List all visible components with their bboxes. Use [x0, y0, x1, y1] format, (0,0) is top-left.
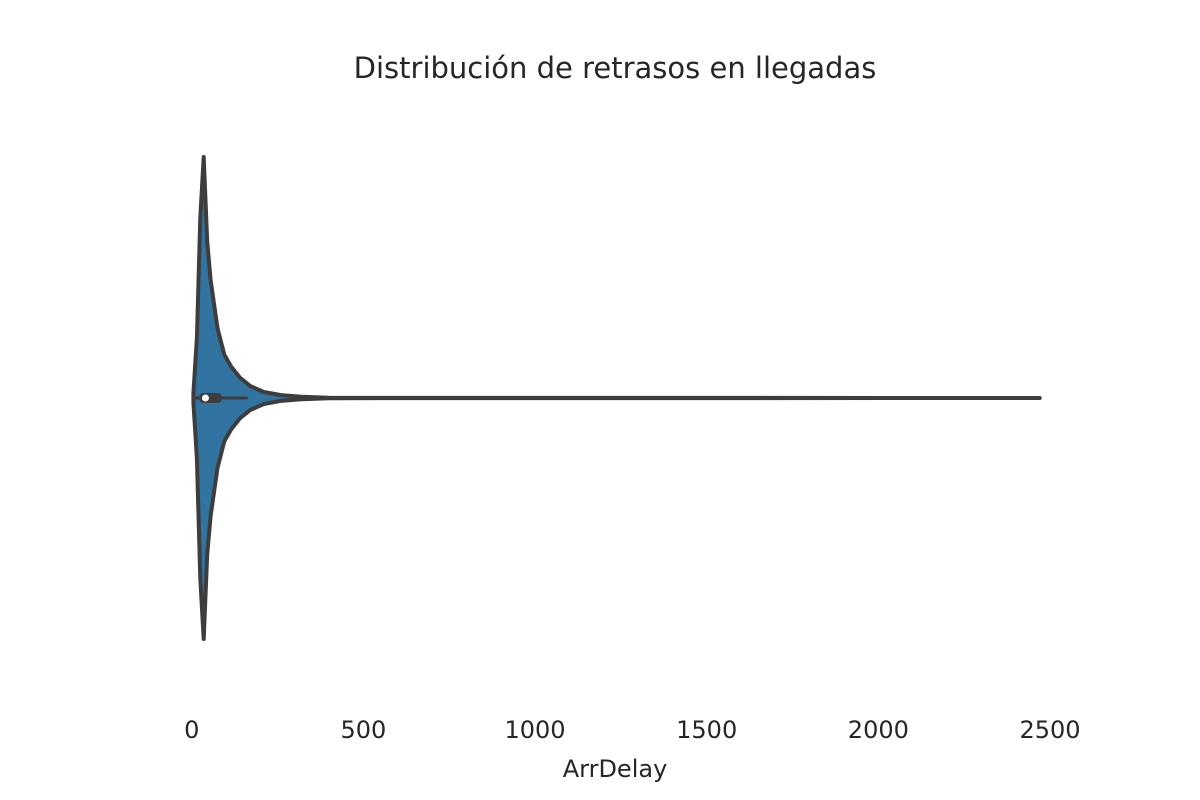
violin-body — [191, 155, 1042, 641]
x-tick-label: 500 — [340, 716, 386, 744]
median-marker — [201, 394, 209, 402]
x-axis-label: ArrDelay — [563, 755, 668, 783]
x-tick-labels: 0 500 1000 1500 2000 2500 — [184, 716, 1080, 744]
x-tick-label: 1000 — [504, 716, 565, 744]
x-tick-label: 2500 — [1019, 716, 1080, 744]
chart-title: Distribución de retrasos en llegadas — [354, 51, 877, 85]
x-tick-label: 0 — [184, 716, 199, 744]
x-tick-label: 1500 — [676, 716, 737, 744]
x-tick-label: 2000 — [848, 716, 909, 744]
